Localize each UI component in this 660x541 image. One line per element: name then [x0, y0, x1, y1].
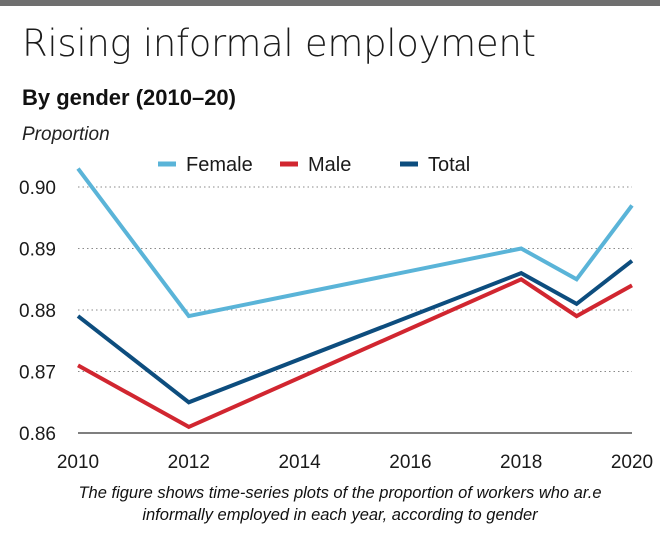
y-tick-label: 0.89	[19, 240, 56, 261]
y-tick-label: 0.90	[19, 178, 56, 199]
series-line-total	[76, 259, 634, 405]
x-tick-label: 2018	[500, 452, 542, 473]
legend-label-female: Female	[186, 154, 253, 176]
line-chart: 0.86 0.87 0.88 0.89 0.90 2010 2012 2014 2016 2018…	[19, 154, 653, 473]
y-tick-label: 0.87	[19, 363, 56, 384]
top-rule	[0, 0, 660, 6]
legend-label-total: Total	[428, 154, 470, 176]
x-tick-label: 2010	[57, 452, 99, 473]
chart-caption: The figure shows time-series plots of th…	[40, 482, 640, 526]
caption-line-2: informally employed in each year, accord…	[142, 506, 538, 524]
x-tick-label: 2012	[168, 452, 210, 473]
legend-label-male: Male	[308, 154, 351, 176]
y-tick-label: 0.88	[19, 301, 56, 322]
caption-line-1: The figure shows time-series plots of th…	[78, 484, 602, 502]
chart-title: Rising informal employment	[22, 22, 536, 65]
y-axis-label: Proportion	[22, 124, 110, 145]
series-line-male	[77, 277, 633, 430]
y-tick-label: 0.86	[19, 424, 56, 445]
x-tick-label: 2016	[389, 452, 431, 473]
chart-subtitle: By gender (2010–20)	[22, 85, 236, 110]
x-tick-label: 2014	[278, 452, 321, 473]
series-line-female	[76, 167, 634, 319]
x-tick-label: 2020	[611, 452, 653, 473]
